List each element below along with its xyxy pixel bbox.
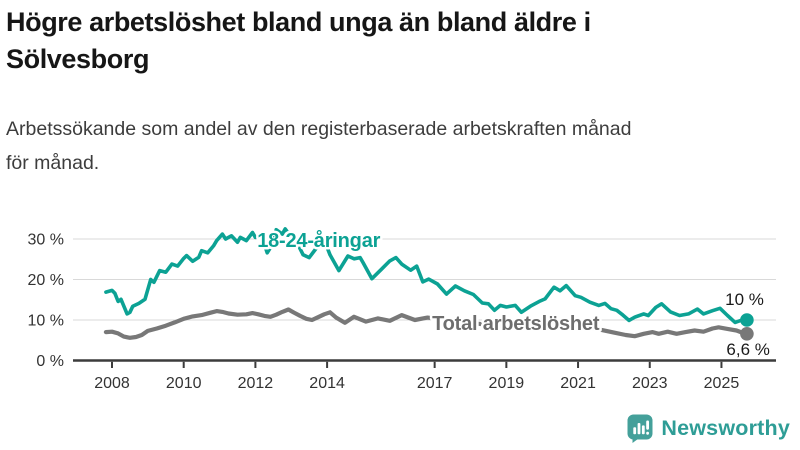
newsworthy-logo: Newsworthy bbox=[627, 414, 790, 443]
y-axis-label: 20 % bbox=[28, 272, 64, 289]
series-label-total: Total arbetslöshet bbox=[432, 313, 600, 335]
series-end-dot-total bbox=[740, 326, 754, 341]
x-axis-label: 2010 bbox=[166, 375, 202, 392]
page-subtitle: Arbetssökande som andel av den registerb… bbox=[6, 112, 631, 180]
logo-bar-3 bbox=[642, 425, 646, 435]
x-axis-label: 2017 bbox=[417, 375, 453, 392]
page-title-line2: Sölvesborg bbox=[6, 44, 150, 74]
x-axis-label: 2008 bbox=[94, 375, 130, 392]
page-subtitle-line1: Arbetssökande som andel av den registerb… bbox=[6, 118, 632, 140]
x-axis-label: 2019 bbox=[489, 375, 525, 392]
newsworthy-logo-icon bbox=[627, 414, 653, 443]
page-title-line1: Högre arbetslöshet bland unga än bland ä… bbox=[6, 7, 591, 37]
series-label-young: 18-24-åringar bbox=[257, 229, 380, 252]
logo-bar-2 bbox=[637, 423, 641, 435]
page-title: Högre arbetslöshet bland unga än bland ä… bbox=[6, 4, 591, 78]
logo-exclamation-dot bbox=[646, 431, 650, 435]
x-axis-label: 2023 bbox=[632, 375, 668, 392]
y-axis-label: 30 % bbox=[28, 232, 64, 249]
x-axis-label: 2014 bbox=[309, 375, 345, 392]
y-axis-label: 0 % bbox=[36, 353, 64, 370]
newsworthy-logo-text: Newsworthy bbox=[661, 416, 790, 440]
logo-bar-1 bbox=[633, 427, 637, 435]
y-axis-label: 10 % bbox=[28, 313, 64, 330]
x-axis-label: 2021 bbox=[560, 375, 596, 392]
series-line-total bbox=[103, 307, 749, 340]
x-axis-label: 2012 bbox=[238, 375, 274, 392]
series-end-value-label: 6,6 % bbox=[726, 340, 769, 359]
series-end-dot-young bbox=[740, 313, 754, 327]
x-axis-label: 2025 bbox=[704, 375, 740, 392]
series-end-value-label: 10 % bbox=[725, 290, 764, 309]
page-subtitle-line2: för månad. bbox=[6, 152, 100, 174]
series-line-young bbox=[104, 227, 749, 325]
logo-exclamation-bar bbox=[646, 420, 650, 430]
